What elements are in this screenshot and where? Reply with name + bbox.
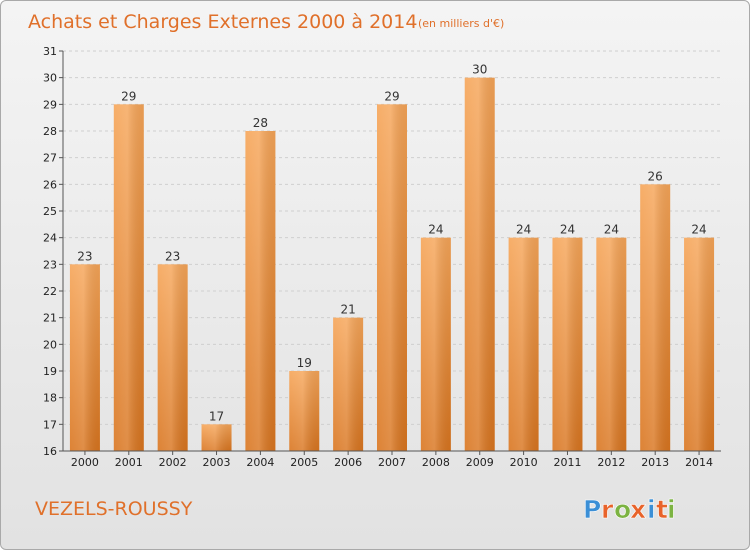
x-tick-label-2008: 2008 <box>422 456 450 469</box>
bar-shine-2002 <box>157 264 188 451</box>
x-tick-label-2004: 2004 <box>246 456 274 469</box>
logo-letter: x <box>630 495 646 524</box>
bar-shine-2001 <box>113 104 144 451</box>
x-tick-label-2012: 2012 <box>597 456 625 469</box>
y-axis-ticks: 16 17 18 19 20 21 22 23 24 25 26 27 28 29 30 31 <box>43 45 63 458</box>
data-label-2005: 19 <box>297 356 312 370</box>
x-tick-label-2000: 2000 <box>71 456 99 469</box>
data-label-2004: 28 <box>253 116 268 130</box>
bar-shine-2012 <box>596 237 627 451</box>
x-tick-label-2002: 2002 <box>159 456 187 469</box>
logo-letter: i <box>667 495 676 524</box>
x-tick-label-2007: 2007 <box>378 456 406 469</box>
x-tick-label-2005: 2005 <box>290 456 318 469</box>
place-name: VEZELS-ROUSSY <box>35 498 193 520</box>
x-tick-label-2009: 2009 <box>466 456 494 469</box>
data-label-2012: 24 <box>604 223 619 237</box>
data-label-2008: 24 <box>428 223 443 237</box>
y-tick-label: 24 <box>43 232 57 245</box>
data-label-2014: 24 <box>691 223 706 237</box>
x-axis-ticks: 2000 2001 2002 2003 2004 2005 2006 2007 2008 2009… <box>71 451 713 469</box>
data-label-2003: 17 <box>209 409 224 423</box>
logo-letter: o <box>614 495 631 524</box>
x-tick-label-2014: 2014 <box>685 456 713 469</box>
bar-shine-2004 <box>245 131 276 451</box>
x-tick-label-2010: 2010 <box>510 456 538 469</box>
bar-shine-2005 <box>289 371 320 451</box>
bar-shine-2003 <box>201 424 232 451</box>
y-tick-label: 18 <box>43 392 57 405</box>
logo-letter: P <box>583 495 601 524</box>
x-tick-label-2001: 2001 <box>115 456 143 469</box>
bar-shine-2013 <box>640 184 671 452</box>
x-tick-label-2011: 2011 <box>553 456 581 469</box>
bar-shine-2007 <box>377 104 407 451</box>
bar-shine-2009 <box>464 77 495 452</box>
data-label-2006: 21 <box>340 303 355 317</box>
logo-letter: t <box>656 495 668 524</box>
bar-shine-2011 <box>552 237 583 451</box>
y-tick-label: 17 <box>43 418 57 431</box>
data-label-2002: 23 <box>165 249 180 263</box>
bar-shine-2014 <box>684 237 715 451</box>
y-tick-label: 25 <box>43 205 57 218</box>
data-label-2013: 26 <box>648 169 663 183</box>
chart-title: Achats et Charges Externes 2000 à 2014 <box>28 11 417 33</box>
x-tick-label-2006: 2006 <box>334 456 362 469</box>
logo-letter: r <box>601 495 614 524</box>
y-tick-label: 22 <box>43 285 57 298</box>
y-tick-label: 30 <box>43 72 57 85</box>
y-tick-label: 20 <box>43 338 57 351</box>
bar-shine-2006 <box>333 317 364 451</box>
data-label-2000: 23 <box>77 249 92 263</box>
bars: 23 29 23 17 28 19 21 29 24 30 24 24 24 26 24 <box>69 63 715 452</box>
y-tick-label: 28 <box>43 125 57 138</box>
bar-shine-2000 <box>69 264 100 451</box>
chart-unit: (en milliers d'€) <box>418 17 504 30</box>
data-label-2007: 29 <box>384 89 399 103</box>
data-label-2009: 30 <box>472 63 487 77</box>
axes <box>62 51 721 452</box>
logo-letter: i <box>647 495 656 524</box>
x-tick-label-2003: 2003 <box>203 456 231 469</box>
data-label-2010: 24 <box>516 223 531 237</box>
y-tick-label: 31 <box>43 45 57 58</box>
data-label-2001: 29 <box>121 89 136 103</box>
y-tick-label: 23 <box>43 258 57 271</box>
bar-shine-2008 <box>420 237 451 451</box>
y-tick-label: 26 <box>43 178 57 191</box>
y-tick-label: 29 <box>43 98 57 111</box>
y-tick-label: 21 <box>43 312 57 325</box>
y-tick-label: 16 <box>43 445 57 458</box>
data-label-2011: 24 <box>560 223 575 237</box>
bar-shine-2010 <box>508 237 539 451</box>
y-tick-label: 27 <box>43 152 57 165</box>
x-tick-label-2013: 2013 <box>641 456 669 469</box>
y-tick-label: 19 <box>43 365 57 378</box>
